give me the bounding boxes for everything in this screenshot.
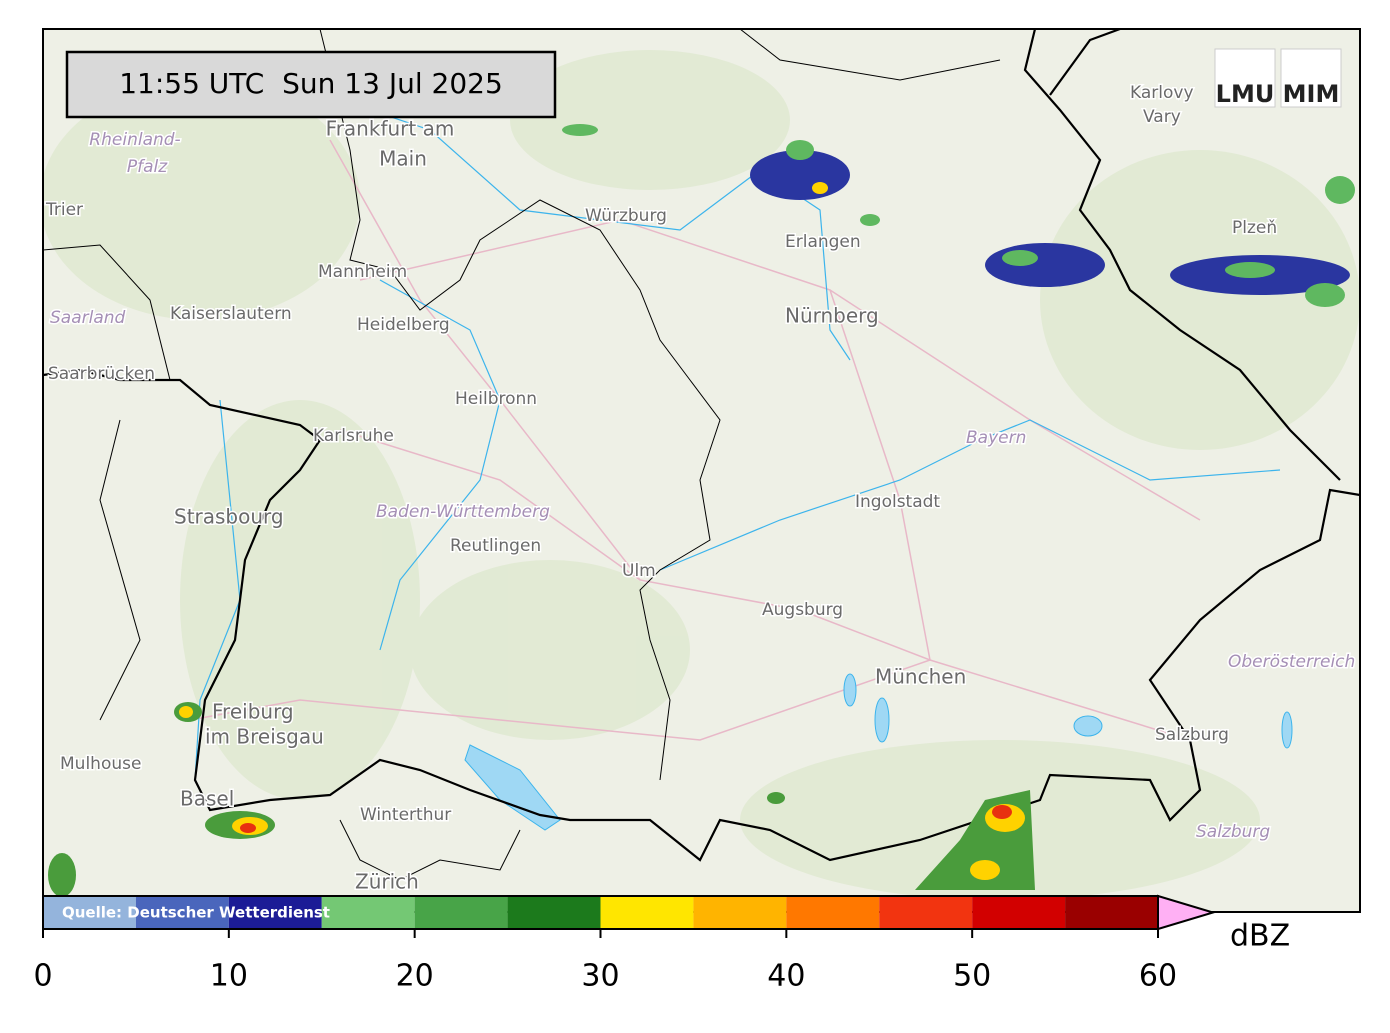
colorbar-segment — [321, 896, 415, 929]
place-label: Zürich — [355, 870, 419, 894]
colorbar-segment — [879, 896, 973, 929]
colorbar-tick-label: 40 — [767, 959, 805, 994]
place-label: München — [875, 665, 966, 689]
basemap — [43, 29, 1360, 912]
place-label: Saarland — [50, 308, 126, 328]
place-label: Winterthur — [360, 805, 451, 825]
place-label: Pfalz — [127, 157, 168, 177]
place-label: Vary — [1143, 107, 1181, 127]
place-label: Plzeň — [1232, 218, 1277, 238]
place-label: Nürnberg — [785, 304, 879, 328]
logo-right: MIM — [1283, 80, 1340, 108]
colorbar: 0 10 20 30 40 50 60 — [33, 894, 1217, 994]
colorbar-segment — [135, 896, 229, 929]
timestamp: 11:55 UTC Sun 13 Jul 2025 — [119, 67, 503, 100]
colorbar-segment — [43, 896, 136, 929]
place-label: Baden-Württemberg — [376, 502, 550, 522]
place-label: im Breisgau — [205, 725, 324, 749]
place-label: Frankfurt am — [326, 117, 455, 141]
colorbar-segment — [972, 896, 1066, 929]
colorbar-segment — [414, 896, 508, 929]
place-label: Reutlingen — [450, 536, 541, 556]
place-label: Augsburg — [762, 600, 843, 620]
place-label: Salzburg — [1196, 822, 1270, 842]
place-label: Basel — [180, 787, 234, 811]
place-label: Rheinland- — [89, 130, 180, 150]
place-label: Strasbourg — [174, 505, 284, 529]
colorbar-segment — [693, 896, 787, 929]
colorbar-tick-label: 0 — [33, 959, 52, 994]
place-label: Freiburg — [212, 700, 294, 724]
place-label: Main — [379, 147, 427, 171]
radar-echoes — [48, 124, 1355, 897]
place-label: Karlsruhe — [313, 426, 394, 446]
colorbar-tick-label: 10 — [210, 959, 248, 994]
place-label: Saarbrücken — [48, 364, 155, 384]
place-label: Heilbronn — [455, 389, 537, 409]
place-label: Salzburg — [1155, 725, 1229, 745]
place-label: Ulm — [622, 561, 656, 581]
place-label: Bayern — [966, 428, 1026, 448]
colorbar-segment — [600, 896, 694, 929]
colorbar-segment — [786, 896, 880, 929]
colorbar-segment — [228, 896, 322, 929]
place-labels: Frankfurt am Main Rheinland- Pfalz Trier… — [44, 82, 1357, 896]
place-label: Würzburg — [585, 206, 667, 226]
logo: LMU MIM — [1214, 48, 1342, 108]
colorbar-segment — [1065, 896, 1158, 929]
timestamp-box: 11:55 UTC Sun 13 Jul 2025 — [65, 50, 557, 119]
colorbar-tick-label: 60 — [1139, 959, 1177, 994]
colorbar-tick-label: 50 — [953, 959, 991, 994]
logo-left: LMU — [1216, 80, 1275, 108]
source-label: Quelle: Deutscher Wetterdienst — [62, 904, 330, 922]
place-label: Heidelberg — [357, 315, 450, 335]
place-label: Mannheim — [318, 262, 407, 282]
colorbar-segment — [507, 896, 601, 929]
colorbar-label: dBZ — [1230, 919, 1290, 954]
place-label: Trier — [45, 200, 83, 220]
place-label: Oberösterreich — [1228, 652, 1355, 672]
colorbar-tick-label: 30 — [581, 959, 619, 994]
place-label: Karlovy — [1130, 83, 1194, 103]
colorbar-tick-label: 20 — [396, 959, 434, 994]
place-label: Erlangen — [785, 232, 861, 252]
place-label: Kaiserslautern — [170, 304, 292, 324]
place-label: Ingolstadt — [855, 492, 940, 512]
place-label: Mulhouse — [60, 754, 141, 774]
